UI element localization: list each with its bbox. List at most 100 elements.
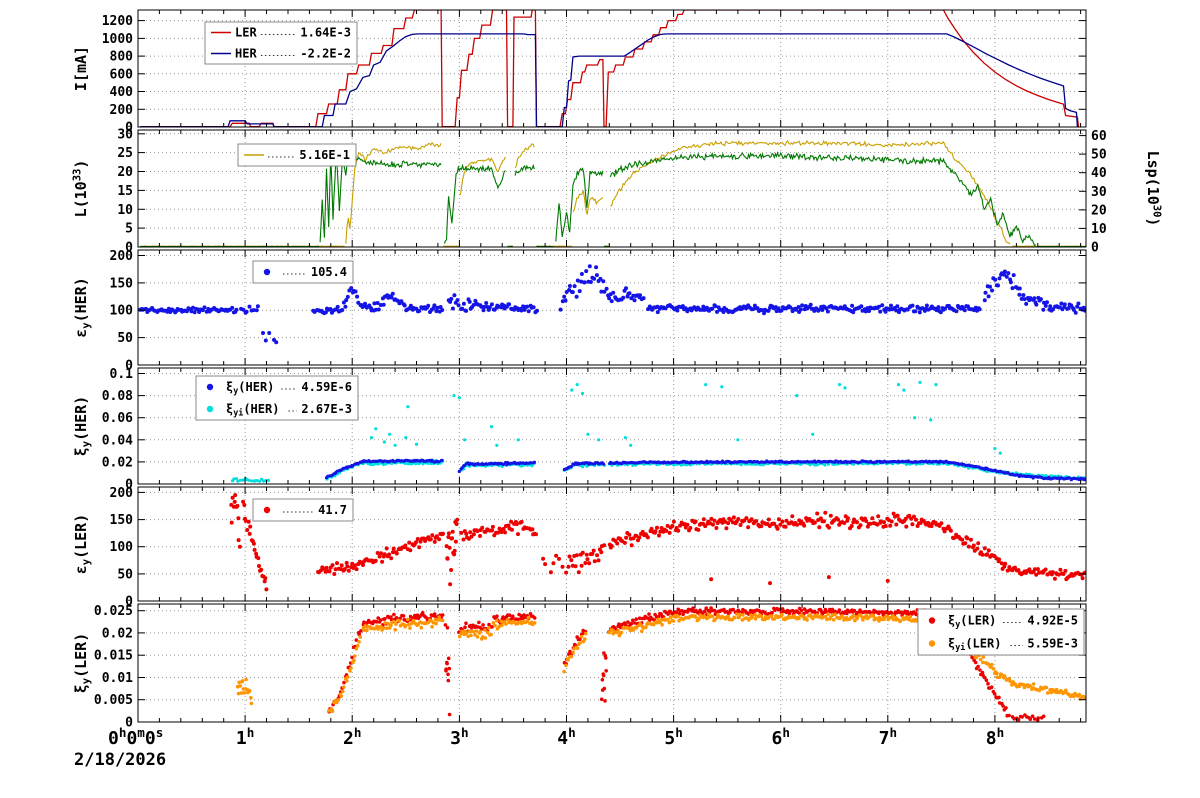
x-ticks (158, 250, 1082, 365)
legend-entry: 5.16E-1 (244, 148, 350, 162)
y-tick-label: 0.02 (102, 455, 133, 470)
panel-frame (137, 603, 1087, 723)
legend-box (237, 143, 357, 167)
x-tick-label: 6h (771, 725, 789, 749)
right-tick-label: 40 (1091, 166, 1107, 181)
legend-entry: ξyi(LER) 5.59E-3 (928, 637, 1078, 653)
x-ticks (158, 10, 1082, 127)
x-ticks (158, 487, 1082, 601)
y-tick-label: 0.06 (102, 411, 133, 426)
x-tick-label: 5h (664, 725, 682, 749)
x-tick-label: 0h0m0s (108, 725, 163, 749)
right-ylabel-luminosity: Lsp(1030) (1144, 151, 1163, 227)
legend-label: LER (235, 26, 257, 40)
legend-entry: ξy(HER) 4.59E-6 (206, 380, 352, 396)
y-tick-label: 0.015 (94, 649, 133, 664)
legend-value: 105.4 (311, 265, 347, 279)
legend-entry: 41.7 (263, 503, 347, 517)
y-tick-label: 0 (125, 241, 133, 256)
y-tick-label: 5 (125, 222, 133, 237)
legend-value: 1.64E-3 (300, 26, 351, 40)
legend-box (252, 260, 354, 284)
ylabel-ey_her: εy(HER) (72, 277, 92, 338)
panel-frame (137, 249, 1087, 366)
legend-entry: ξyi(HER) 2.67E-3 (206, 402, 352, 418)
legend-marker-dot (928, 617, 936, 624)
y-tick-label: 50 (117, 331, 133, 346)
legend-box (195, 375, 359, 421)
y-tick-label: 0.02 (102, 626, 133, 641)
series-xiy_HER (324, 458, 1086, 482)
legend-entry: LER 1.64E-3 (211, 26, 351, 40)
legend-marker-dot (263, 268, 271, 276)
date-label: 2/18/2026 (74, 750, 167, 770)
legend-label: ξy(HER) (226, 380, 274, 396)
x-tick-label: 7h (879, 725, 897, 749)
x-ticks (158, 130, 1082, 247)
x-tick-label: 3h (450, 725, 468, 749)
legend-label: ξy(LER) (948, 614, 996, 630)
x-tick-label: 4h (557, 725, 575, 749)
series-xiyi_LER (235, 612, 1086, 713)
ylabel-luminosity: L(1033) (71, 160, 90, 218)
legend-box (252, 498, 354, 522)
y-tick-label: 50 (117, 567, 133, 582)
y-tick-label: 25 (117, 146, 133, 161)
y-tick-label: 0 (125, 716, 133, 731)
right-tick-label: 0 (1091, 241, 1099, 256)
y-tick-label: 0.04 (102, 433, 133, 448)
panel-frame (137, 486, 1087, 602)
legend: ξy(LER) 4.92E-5 ξyi(LER) 5.59E-3 (917, 608, 1085, 656)
y-tick-label: 0.1 (110, 367, 134, 382)
y-tick-label: 20 (117, 165, 133, 180)
y-tick-label: 15 (117, 184, 133, 199)
x-axis-labels: 0h0m0s 1h 2h 3h 4h 5h 6h 7h 8h (108, 725, 1004, 749)
legend-value: 5.59E-3 (1027, 637, 1078, 651)
y-tick-label: 0 (125, 121, 133, 136)
legend-value: -2.2E-2 (300, 47, 351, 61)
right-tick-label: 60 (1091, 129, 1107, 144)
right-tick-label: 20 (1091, 203, 1107, 218)
panel-xiy_her: 0 0.02 0.04 0.06 0.08 0.1 ξy(HER) ξy(HER) 4.59E-… (72, 367, 1087, 493)
y-tick-label: 0.01 (102, 671, 133, 686)
ylabel-current: I[mA] (72, 46, 90, 91)
legend-label: ξyi(HER) (226, 402, 279, 418)
x-tick-label: 1h (236, 725, 254, 749)
legend-value: 5.16E-1 (299, 148, 350, 162)
legend-value: 2.67E-3 (301, 402, 352, 416)
panel-luminosity: 0 5 10 15 20 25 30 0 10 20 30 40 50 60 L(1033) Lsp(1030… (71, 127, 1162, 255)
right-tick-label: 50 (1091, 148, 1107, 163)
right-tick-label: 10 (1091, 222, 1107, 237)
panel-frame (137, 367, 1087, 485)
y-tick-label: 0 (125, 359, 133, 374)
legend-marker-dot (206, 383, 214, 391)
y-tick-label: 1000 (102, 32, 133, 47)
legend-marker-dot (928, 640, 936, 647)
legend-label: HER (235, 47, 257, 61)
legend: ξy(HER) 4.59E-6 ξyi(HER) 2.67E-3 (195, 375, 359, 421)
ylabel-xiy_her: ξy(HER) (72, 396, 92, 457)
ylabel-xiy_ler: ξy(LER) (72, 633, 92, 694)
series-ey_HER (138, 264, 1086, 345)
ylabel-ey_ler: εy(LER) (72, 514, 92, 575)
y-tick-label: 0.08 (102, 389, 133, 404)
y-tick-label: 10 (117, 203, 133, 218)
legend-label: ξyi(LER) (948, 637, 1001, 653)
y-tick-label: 100 (110, 540, 134, 555)
panel-frame (137, 9, 1087, 128)
y-tick-label: 200 (110, 486, 134, 501)
y-tick-label: 150 (110, 276, 134, 291)
x-tick-label: 2h (343, 725, 361, 749)
legend: 105.4 (252, 260, 354, 284)
y-tick-label: 0 (125, 595, 133, 610)
legend-box (917, 608, 1085, 656)
x-ticks (158, 604, 1082, 722)
y-tick-label: 600 (110, 67, 134, 82)
panel-current: 0 200 400 600 800 1000 1200 I[mA] LER 1.64E-3 HER -… (72, 9, 1087, 136)
legend: LER 1.64E-3 HER -2.2E-2 (204, 21, 358, 65)
legend-box (204, 21, 358, 65)
x-tick-label: 8h (986, 725, 1004, 749)
